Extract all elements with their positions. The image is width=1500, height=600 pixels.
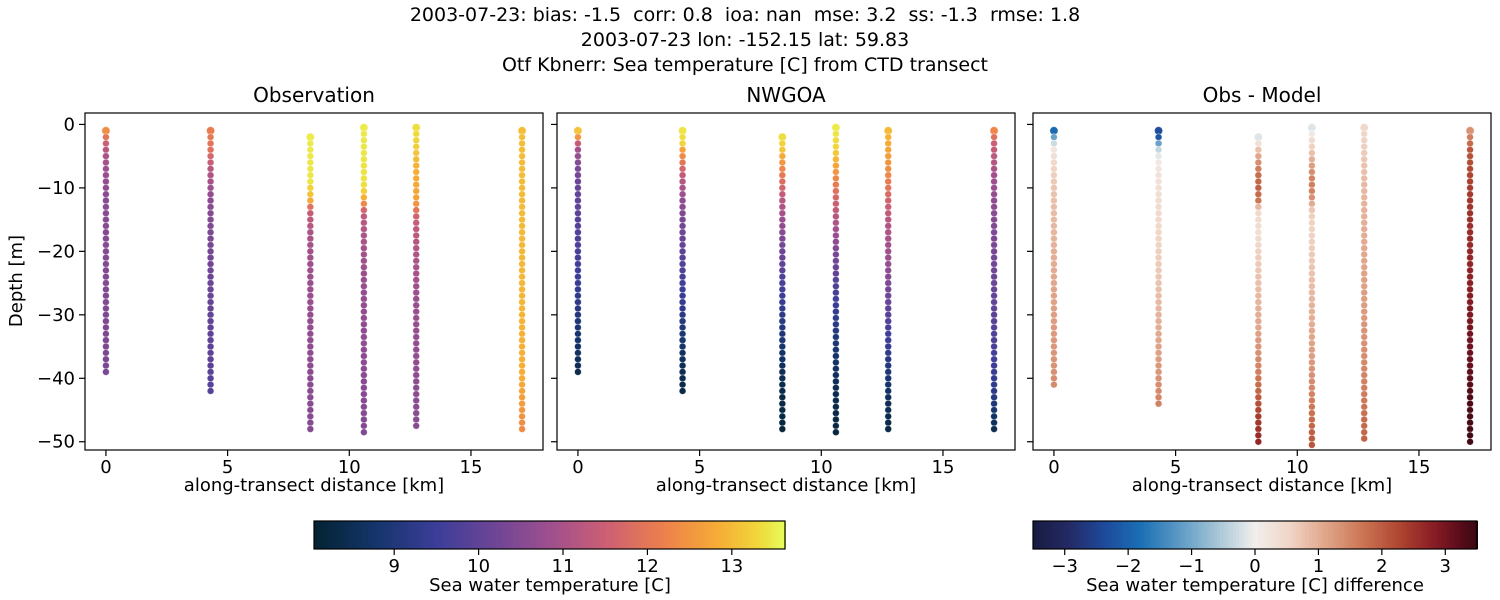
svg-text:15: 15 (460, 457, 483, 478)
nwgoa-scatter-plot: 0 5 10 15 (551, 112, 1016, 478)
svg-text:−30: −30 (37, 305, 75, 326)
svg-text:−20: −20 (37, 241, 75, 262)
svg-text:−40: −40 (37, 368, 75, 389)
svg-text:−3: −3 (1051, 556, 1078, 577)
svg-text:15: 15 (1408, 457, 1431, 478)
svg-text:0: 0 (100, 457, 111, 478)
panel-title-obs-model: Obs - Model (1202, 83, 1322, 107)
svg-text:−50: −50 (37, 432, 75, 453)
svg-text:10: 10 (338, 457, 361, 478)
svg-text:5: 5 (222, 457, 233, 478)
svg-text:11: 11 (552, 556, 575, 577)
svg-text:5: 5 (694, 457, 705, 478)
location-line: 2003-07-23 lon: -152.15 lat: 59.83 (580, 29, 910, 51)
obs-minus-model-scatter-plot: 0 5 10 15 (1027, 112, 1492, 478)
difference-colorbar-label: Sea water temperature [C] difference (1086, 575, 1424, 596)
x-axis-label-nwgoa: along-transect distance [km] (655, 475, 917, 496)
svg-text:9: 9 (388, 556, 399, 577)
svg-text:−2: −2 (1115, 556, 1142, 577)
svg-text:3: 3 (1440, 556, 1451, 577)
svg-text:0: 0 (1048, 457, 1059, 478)
metrics-line: 2003-07-23: bias: -1.5 corr: 0.8 ioa: na… (409, 4, 1081, 26)
x-axis-label-observation: along-transect distance [km] (183, 475, 445, 496)
svg-text:0: 0 (64, 114, 75, 135)
temperature-colorbar: 9 10 11 12 13 (313, 520, 786, 577)
observation-scatter-plot: 0 5 10 15 0 −10 −20 −30 −40 −50 (37, 112, 544, 478)
svg-text:15: 15 (932, 457, 955, 478)
svg-text:1: 1 (1313, 556, 1324, 577)
y-axis-label: Depth [m] (6, 234, 27, 328)
panel-title-observation: Observation (253, 83, 375, 107)
svg-text:−10: −10 (37, 178, 75, 199)
svg-text:2: 2 (1376, 556, 1387, 577)
svg-text:10: 10 (1286, 457, 1309, 478)
temperature-colorbar-label: Sea water temperature [C] (429, 575, 671, 596)
svg-text:5: 5 (1170, 457, 1181, 478)
figure-title: 2003-07-23: bias: -1.5 corr: 0.8 ioa: na… (0, 3, 1490, 78)
svg-text:10: 10 (467, 556, 490, 577)
panel-title-nwgoa: NWGOA (746, 83, 826, 107)
svg-text:−1: −1 (1178, 556, 1205, 577)
svg-text:12: 12 (636, 556, 659, 577)
svg-text:10: 10 (810, 457, 833, 478)
svg-text:0: 0 (572, 457, 583, 478)
svg-text:13: 13 (720, 556, 743, 577)
svg-text:0: 0 (1249, 556, 1260, 577)
difference-colorbar: −3 −2 −1 0 1 2 3 (1032, 520, 1478, 577)
dataset-line: Otf Kbnerr: Sea temperature [C] from CTD… (501, 54, 989, 76)
x-axis-label-obs-model: along-transect distance [km] (1131, 475, 1393, 496)
